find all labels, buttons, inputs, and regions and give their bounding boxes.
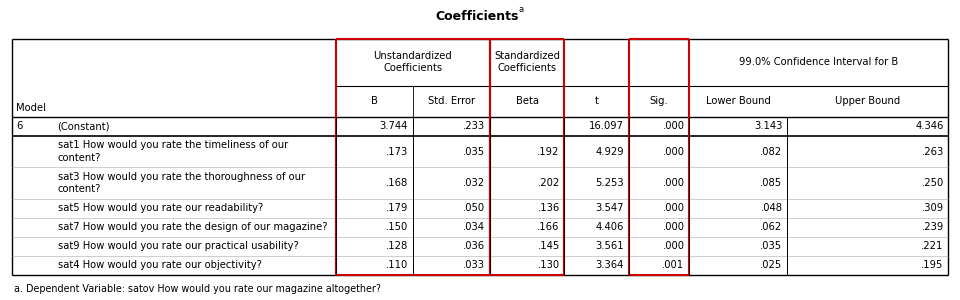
Text: Lower Bound: Lower Bound [706,96,771,106]
Text: 16.097: 16.097 [589,122,624,131]
Text: .000: .000 [662,122,684,131]
Text: 3.364: 3.364 [595,260,624,270]
Text: t: t [594,96,599,106]
Text: .250: .250 [922,178,944,188]
Text: .150: .150 [386,222,408,232]
Text: 5.253: 5.253 [595,178,624,188]
Text: .035: .035 [463,147,485,157]
Text: .233: .233 [463,122,485,131]
Text: a: a [518,5,523,14]
Text: B: B [371,96,378,106]
Text: .050: .050 [463,203,485,213]
Text: Standardized
Coefficients: Standardized Coefficients [494,51,560,74]
Text: Upper Bound: Upper Bound [835,96,900,106]
Text: .263: .263 [922,147,944,157]
Text: .110: .110 [386,260,408,270]
Text: 3.547: 3.547 [595,203,624,213]
Text: sat7 How would you rate the design of our magazine?: sat7 How would you rate the design of ou… [58,222,327,232]
Text: .032: .032 [463,178,485,188]
Text: 4.406: 4.406 [595,222,624,232]
Text: 4.346: 4.346 [915,122,944,131]
Text: Beta: Beta [516,96,539,106]
Text: .000: .000 [662,147,684,157]
Text: sat3 How would you rate the thoroughness of our
content?: sat3 How would you rate the thoroughness… [58,172,304,194]
Text: .221: .221 [922,241,944,251]
Text: .136: .136 [538,203,560,213]
Text: Unstandardized
Coefficients: Unstandardized Coefficients [373,51,452,74]
Text: sat4 How would you rate our objectivity?: sat4 How would you rate our objectivity? [58,260,261,270]
Text: sat9 How would you rate our practical usability?: sat9 How would you rate our practical us… [58,241,299,251]
Text: Coefficients: Coefficients [436,10,518,23]
Text: sat1 How would you rate the timeliness of our
content?: sat1 How would you rate the timeliness o… [58,140,288,163]
Text: .048: .048 [760,203,782,213]
Text: .166: .166 [538,222,560,232]
Text: .001: .001 [662,260,684,270]
Text: .128: .128 [386,241,408,251]
Text: .173: .173 [386,147,408,157]
Text: .025: .025 [760,260,782,270]
Text: Sig.: Sig. [650,96,668,106]
Text: .192: .192 [538,147,560,157]
Text: Model: Model [16,103,46,113]
Text: .130: .130 [538,260,560,270]
Text: 3.143: 3.143 [754,122,782,131]
Text: .239: .239 [922,222,944,232]
Text: .034: .034 [463,222,485,232]
Text: .202: .202 [538,178,560,188]
Text: .085: .085 [760,178,782,188]
Text: .082: .082 [760,147,782,157]
Text: .000: .000 [662,178,684,188]
Text: .036: .036 [463,241,485,251]
Text: 6: 6 [16,122,23,131]
Text: Std. Error: Std. Error [427,96,475,106]
Text: .000: .000 [662,222,684,232]
Text: .195: .195 [922,260,944,270]
Text: 3.744: 3.744 [379,122,408,131]
Text: 99.0% Confidence Interval for B: 99.0% Confidence Interval for B [739,57,899,67]
Text: .179: .179 [386,203,408,213]
Text: .033: .033 [463,260,485,270]
Text: sat5 How would you rate our readability?: sat5 How would you rate our readability? [58,203,263,213]
Text: 3.561: 3.561 [595,241,624,251]
Text: 4.929: 4.929 [595,147,624,157]
Text: (Constant): (Constant) [58,122,110,131]
Text: .145: .145 [538,241,560,251]
Text: a. Dependent Variable: satov How would you rate our magazine altogether?: a. Dependent Variable: satov How would y… [14,284,381,295]
Text: .062: .062 [760,222,782,232]
Text: .168: .168 [386,178,408,188]
Text: .000: .000 [662,241,684,251]
Text: .309: .309 [922,203,944,213]
Text: .000: .000 [662,203,684,213]
Text: .035: .035 [760,241,782,251]
